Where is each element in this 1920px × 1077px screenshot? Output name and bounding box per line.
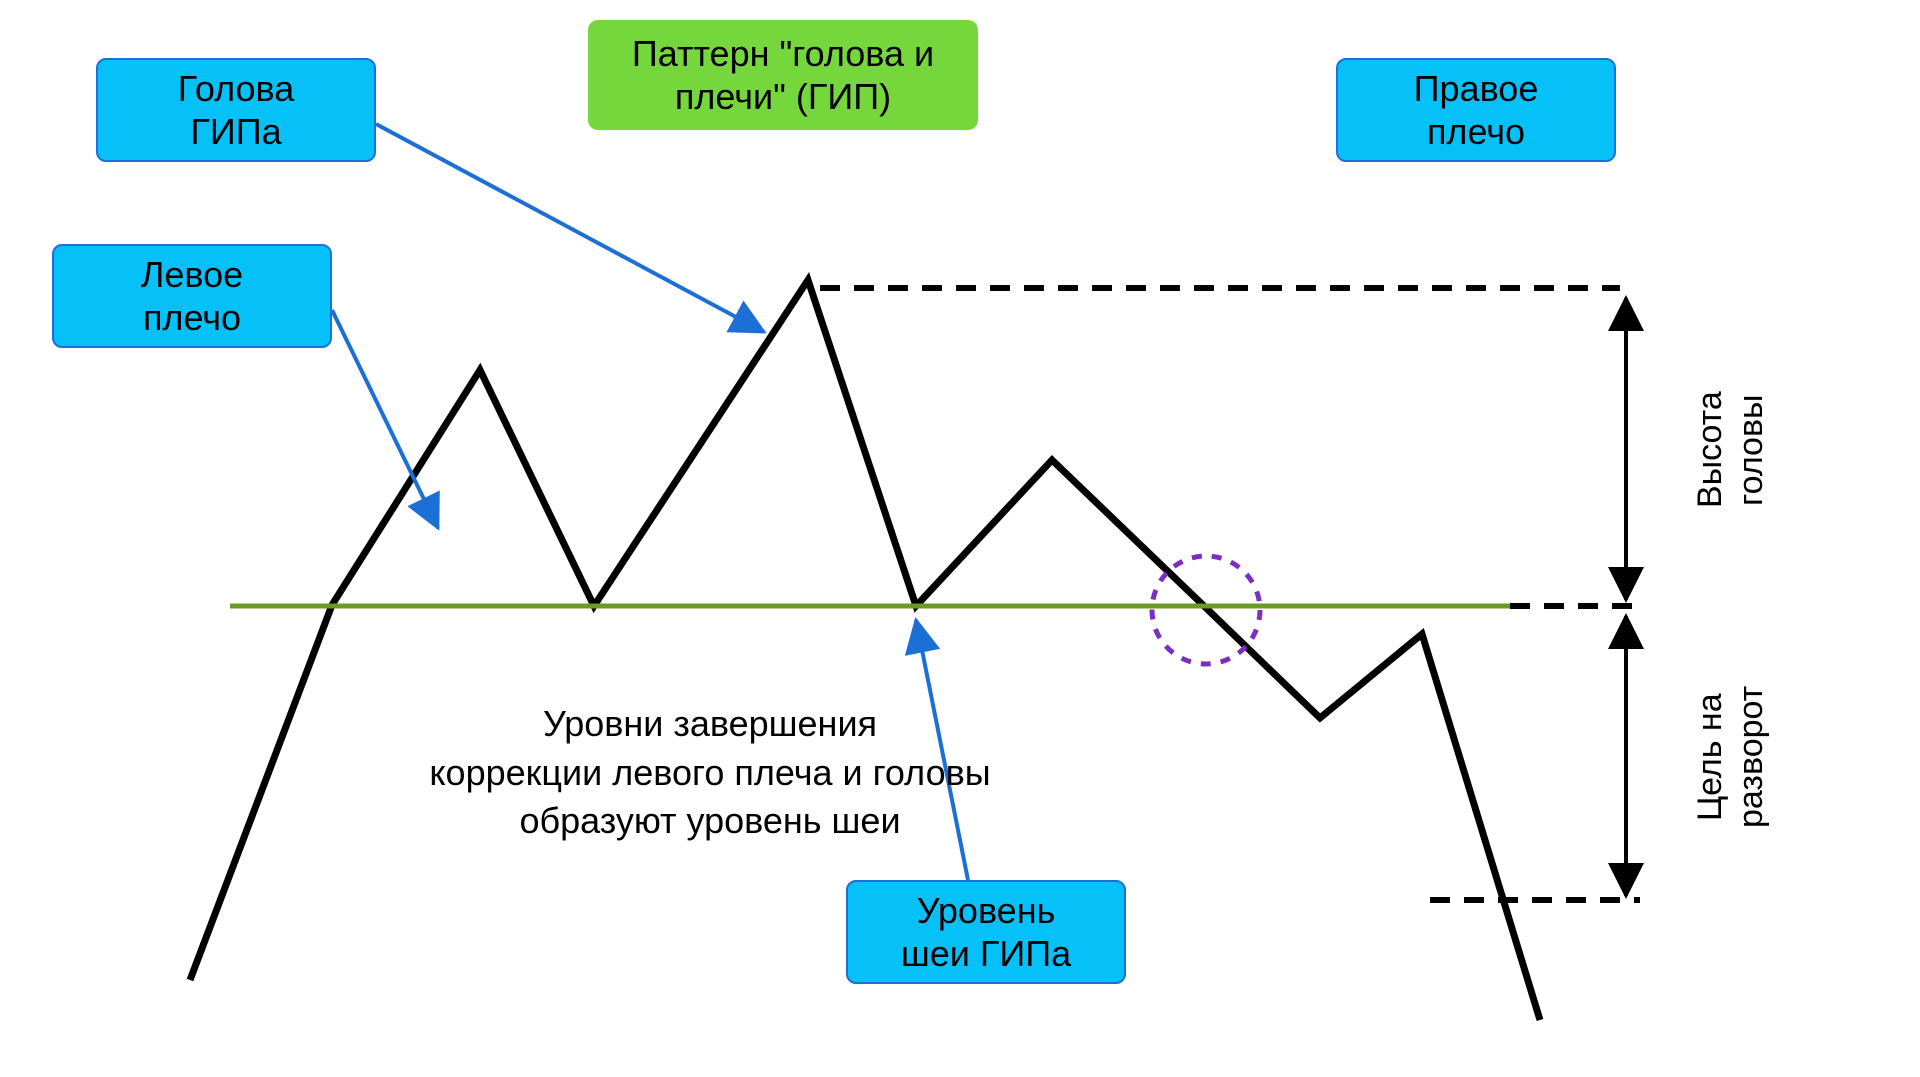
neckline-label-text: Уровеньшеи ГИПа [901,889,1071,975]
right-shoulder-label-text: Правоеплечо [1414,67,1539,153]
right-shoulder-label-box: Правоеплечо [1336,58,1616,162]
target-label: Цель наразворот [1690,616,1772,898]
left-shoulder-label-text: Левоеплечо [141,253,243,339]
title-box: Паттерн "голова иплечи" (ГИП) [588,20,978,130]
explanation-text: Уровни завершениякоррекции левого плеча … [350,700,1070,846]
head-height-label: Высотаголовы [1690,300,1772,600]
left-shoulder-label-box: Левоеплечо [52,244,332,348]
title-text: Паттерн "голова иплечи" (ГИП) [632,32,934,118]
neckline-label-box: Уровеньшеи ГИПа [846,880,1126,984]
head-label-text: ГоловаГИПа [178,67,295,153]
head-label-box: ГоловаГИПа [96,58,376,162]
